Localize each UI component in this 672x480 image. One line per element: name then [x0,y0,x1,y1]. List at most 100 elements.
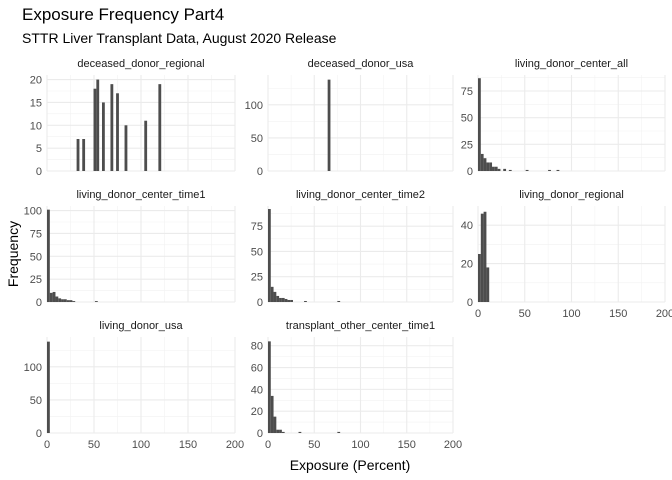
y-tick-label: 50 [251,133,263,145]
panel-strip-label: transplant_other_center_time1 [286,320,435,332]
y-tick-label: 50 [251,246,263,258]
y-tick-label: 25 [251,272,263,284]
histogram-bar [281,297,285,302]
y-tick-label: 50 [30,395,42,407]
panel-strip-label: living_donor_usa [99,320,183,332]
histogram-bar [503,168,507,171]
histogram-bar [94,301,98,302]
histogram-bar [478,254,481,302]
histogram-bar [497,168,501,171]
histogram-bar [337,431,341,433]
histogram-bar [76,139,80,171]
histogram-bar [483,211,487,302]
histogram-bar [284,298,288,302]
y-tick-label: 0 [257,297,263,309]
chart-subtitle: STTR Liver Transplant Data, August 2020 … [22,30,337,46]
histogram-bar [273,416,277,433]
histogram-bar [93,88,97,171]
histogram-bar [486,267,490,302]
x-tick-label: 150 [398,439,416,451]
y-tick-label: 75 [461,86,473,98]
x-tick-label: 100 [351,439,369,451]
histogram-bar [276,429,280,433]
y-tick-label: 0 [467,297,473,309]
histogram-bar [548,169,551,171]
histogram-bar [304,300,307,302]
y-tick-label: 40 [461,220,473,232]
histogram-bar [47,209,50,302]
y-tick-label: 50 [30,251,42,263]
histogram-bar [483,158,487,171]
histogram-bar [158,84,162,171]
histogram-bar [298,431,302,433]
x-tick-label: 50 [308,439,320,451]
histogram-bar [82,139,86,171]
y-tick-label: 5 [36,143,42,155]
histogram-bar [61,299,64,302]
histogram-bar [124,125,128,171]
y-tick-label: 100 [245,100,263,112]
histogram-bar [49,292,53,302]
panel-strip-label: living_donor_center_all [515,58,628,70]
histogram-bar [52,291,56,302]
histogram-bar [268,209,271,302]
histogram-bar [55,296,59,302]
x-tick-label: 0 [475,308,481,320]
x-axis-title: Exposure (Percent) [290,457,411,473]
x-tick-label: 50 [88,439,100,451]
histogram-bar [525,169,529,171]
x-tick-label: 0 [265,439,271,451]
histogram-bar [268,341,271,433]
panel-strip-label: living_donor_regional [519,189,624,201]
y-tick-label: 0 [467,166,473,178]
histogram-bar [63,299,67,302]
histogram-bar [494,166,498,171]
histogram-bar [273,291,277,302]
y-tick-label: 40 [251,384,263,396]
x-tick-label: 150 [609,308,627,320]
x-tick-label: 100 [132,439,150,451]
histogram-bar [47,341,50,433]
y-tick-label: 60 [251,363,263,375]
histogram-bar [279,297,282,302]
y-tick-label: 20 [461,259,473,271]
y-tick-label: 75 [30,228,42,240]
histogram-bar [290,299,293,302]
histogram-bar [556,169,560,171]
histogram-bar [480,153,484,171]
y-tick-label: 10 [30,120,42,132]
x-tick-label: 0 [44,439,50,451]
x-tick-label: 200 [656,308,672,320]
panel-strip-label: living_donor_center_time1 [76,189,205,201]
y-tick-label: 20 [251,406,263,418]
y-tick-label: 80 [251,341,263,353]
panel-strip-label: deceased_donor_usa [308,58,415,70]
y-tick-label: 0 [36,297,42,309]
histogram-bar [327,79,331,171]
x-tick-label: 200 [444,439,462,451]
chart-title: Exposure Frequency Part4 [22,5,225,24]
histogram-bar [281,431,285,433]
y-tick-label: 0 [257,166,263,178]
x-tick-label: 50 [519,308,531,320]
y-tick-label: 50 [461,113,473,125]
histogram-bar [270,395,274,433]
histogram-bar [110,84,114,171]
x-tick-label: 100 [562,308,580,320]
histogram-bar [478,78,481,171]
y-tick-label: 25 [461,139,473,151]
histogram-bar [486,162,490,171]
histogram-bar [492,166,495,171]
y-tick-label: 100 [24,362,42,374]
histogram-bar [279,429,282,433]
y-tick-label: 0 [36,428,42,440]
y-tick-label: 20 [30,75,42,87]
histogram-bar [144,120,148,171]
y-tick-label: 100 [24,206,42,218]
panel-strip-label: deceased_donor_regional [77,58,204,70]
histogram-bar [489,162,493,171]
histogram-bar [96,79,100,171]
y-tick-label: 0 [36,166,42,178]
histogram-bar [66,300,70,302]
